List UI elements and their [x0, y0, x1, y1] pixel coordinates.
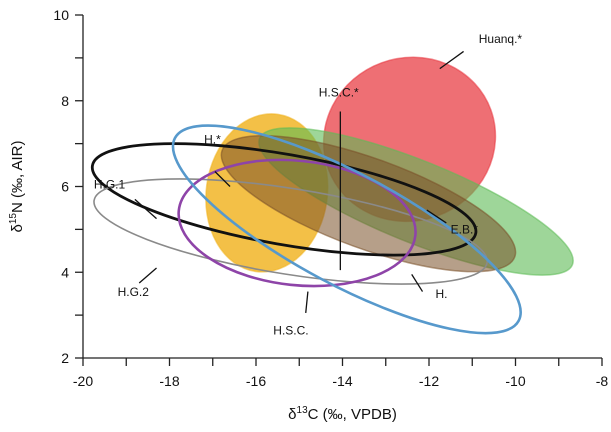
y-tick-label: 4 [61, 264, 69, 280]
leader-huanq [439, 50, 464, 70]
y-tick-label: 8 [61, 93, 69, 109]
ellipse-h-s-c [177, 158, 417, 288]
leader-h-g-1 [134, 198, 157, 220]
label-h-s-c: H.S.C. [273, 323, 308, 337]
x-axis-label-prefix: δ [288, 406, 296, 423]
label-huanq: Huanq.* [479, 32, 523, 46]
plot-area [90, 56, 574, 335]
annotation-labels: Huanq.* H.* E.B.* H.S.C.* H.G.1 H.G.2 H.S.C. H. [94, 32, 523, 338]
ellipse-h [171, 124, 522, 335]
x-axis-label-main: C (‰, VPDB) [308, 406, 397, 423]
label-h: H.* [204, 133, 221, 147]
label-h: H. [435, 287, 447, 301]
leader-h-g-2 [138, 267, 157, 284]
x-tick-label: -14 [332, 373, 352, 389]
annotation-leaders [134, 50, 464, 314]
label-h-g-2: H.G.2 [118, 285, 150, 299]
ellipse-h-g-2 [93, 178, 489, 285]
y-tick-label: 10 [53, 7, 69, 23]
leader-e-b [426, 209, 447, 224]
y-tick-label: 6 [61, 179, 69, 195]
y-axis-label-prefix: δ [9, 224, 26, 232]
label-h-g-1: H.G.1 [94, 178, 126, 192]
x-tick-label: -18 [159, 373, 179, 389]
x-tick-label: -12 [419, 373, 439, 389]
leader-h-s-c [305, 291, 309, 314]
y-axis-label-sup: 15 [8, 213, 19, 225]
x-axis-label: δ13C (‰, VPDB) [288, 405, 397, 423]
x-tick-label: -10 [505, 373, 525, 389]
label-h-s-c: H.S.C.* [319, 85, 359, 99]
x-axis-label-sup: 13 [297, 405, 309, 416]
x-tick-label: -20 [73, 373, 93, 389]
y-tick-label: 2 [61, 350, 69, 366]
ellipse-h-g-1 [90, 142, 478, 257]
y-axis-label-main: N (‰, AIR) [9, 141, 26, 214]
y-axis-label: δ15N (‰, AIR) [8, 141, 26, 233]
label-e-b: E.B.* [451, 223, 479, 237]
x-tick-label: -16 [246, 373, 266, 389]
leader-h [214, 171, 231, 187]
ticks: -20 -18 -16 -14 -12 -10 -8 2 4 6 8 10 [53, 7, 608, 389]
x-tick-label: -8 [596, 373, 609, 389]
leader-h [411, 274, 424, 292]
